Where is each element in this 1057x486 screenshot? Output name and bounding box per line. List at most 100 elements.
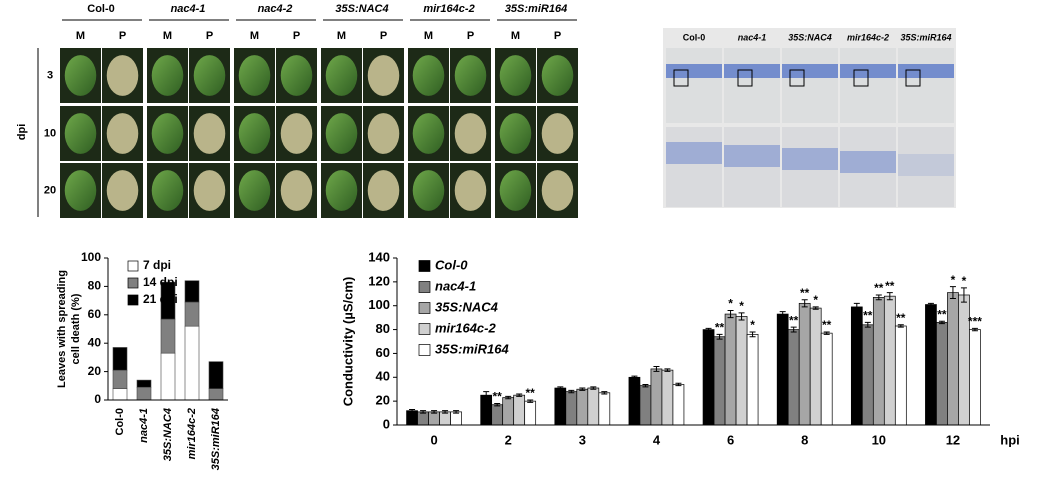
legend-swatch — [418, 302, 431, 314]
significance-label: * — [728, 297, 733, 311]
y-tick-label: 80 — [88, 279, 102, 293]
leaf — [367, 55, 400, 96]
y-axis-label: Leaves with spreading — [56, 270, 68, 388]
x-tick-label: nac4-1 — [138, 408, 150, 443]
bar — [576, 388, 589, 426]
row-label: 3 — [47, 69, 53, 81]
bar — [598, 392, 611, 426]
stain-column-label: 35S:NAC4 — [788, 32, 832, 42]
error-bar — [749, 331, 756, 338]
subcolumn-label: P — [380, 30, 387, 42]
bar-segment — [184, 301, 200, 327]
error-bar — [431, 410, 438, 414]
legend-label: 35S:miR164 — [435, 341, 509, 356]
subcolumn-label: M — [511, 30, 520, 42]
error-bar — [568, 389, 575, 394]
bar — [565, 391, 578, 426]
x-tick-label: 8 — [801, 432, 808, 447]
bar — [713, 336, 726, 426]
y-tick-label: 20 — [88, 364, 102, 378]
legend-swatch — [127, 260, 139, 272]
legend-label: Col-0 — [435, 257, 468, 272]
bar — [872, 297, 885, 426]
y-tick-label: 120 — [368, 273, 390, 288]
leaf — [64, 55, 97, 96]
significance-label: * — [739, 299, 744, 313]
error-bar — [716, 333, 723, 340]
error-bar — [705, 327, 712, 332]
legend-label: nac4-1 — [435, 278, 476, 293]
bar — [639, 385, 652, 426]
error-bar — [875, 294, 882, 301]
bar — [947, 292, 959, 426]
leaf — [541, 113, 574, 154]
error-bar — [853, 302, 860, 311]
x-tick-label: 4 — [653, 432, 661, 447]
leaf — [454, 55, 487, 96]
leaf — [325, 55, 358, 96]
leaf — [412, 113, 445, 154]
bar — [480, 394, 493, 426]
significance-label: ** — [863, 309, 873, 323]
x-tick-label: 35S:NAC4 — [162, 408, 174, 461]
zoom-box — [789, 69, 805, 87]
column-label: 35S:miR164 — [505, 3, 567, 15]
stain-column-label: Col-0 — [683, 32, 706, 42]
leaf — [541, 55, 574, 96]
leaf — [325, 170, 358, 211]
error-bar — [420, 410, 427, 414]
error-bar — [505, 395, 512, 400]
x-tick-label: mir164c-2 — [186, 408, 198, 459]
bar — [439, 411, 451, 426]
error-bar — [812, 306, 819, 310]
x-tick-label: 35S:miR164 — [210, 408, 222, 470]
legend-swatch — [418, 260, 431, 272]
leaf — [454, 170, 487, 211]
leaf — [193, 113, 226, 154]
legend-swatch — [127, 294, 139, 306]
x-tick-label: 0 — [430, 432, 437, 447]
significance-label: * — [813, 293, 818, 307]
leaf — [151, 113, 184, 154]
x-tick-label: Col-0 — [114, 408, 126, 436]
y-tick-label: 20 — [376, 393, 390, 408]
legend-swatch — [418, 281, 431, 293]
leaf — [280, 55, 313, 96]
bar — [735, 316, 748, 426]
y-tick-label: 140 — [368, 249, 390, 264]
stain-zoom-band — [724, 145, 780, 167]
leaf — [280, 170, 313, 211]
stain-zoom — [666, 127, 722, 207]
significance-label: ** — [800, 286, 810, 300]
subcolumn-label: P — [293, 30, 300, 42]
y-tick-label: 40 — [376, 369, 390, 384]
stain-zoom-band — [666, 142, 722, 164]
stain-zoom — [898, 127, 954, 207]
error-bar — [790, 326, 797, 333]
subcolumn-label: M — [424, 30, 433, 42]
subcolumn-label: M — [76, 30, 85, 42]
significance-label: * — [951, 273, 956, 287]
error-bar — [664, 368, 671, 372]
error-bar — [960, 287, 967, 303]
bar — [798, 302, 811, 426]
bar — [936, 322, 948, 426]
bar-segment — [184, 280, 200, 303]
x-tick-label: 12 — [946, 432, 960, 447]
legend-swatch — [418, 344, 431, 356]
significance-label: ** — [789, 313, 799, 327]
stain-panel: Col-0 nac4-1 35S:NAC4 mir164c-2 35S:miR164 — [663, 28, 956, 208]
error-bar — [442, 410, 449, 414]
error-bar — [590, 386, 597, 390]
significance-label: *** — [968, 315, 982, 329]
bar — [746, 333, 759, 426]
error-bar — [886, 292, 893, 301]
error-bar — [527, 399, 534, 403]
bar — [524, 400, 537, 426]
subcolumn-label: P — [467, 30, 474, 42]
error-bar — [557, 386, 564, 390]
bar — [809, 307, 822, 426]
y-tick-label: 0 — [94, 392, 101, 406]
significance-label: ** — [937, 307, 947, 321]
